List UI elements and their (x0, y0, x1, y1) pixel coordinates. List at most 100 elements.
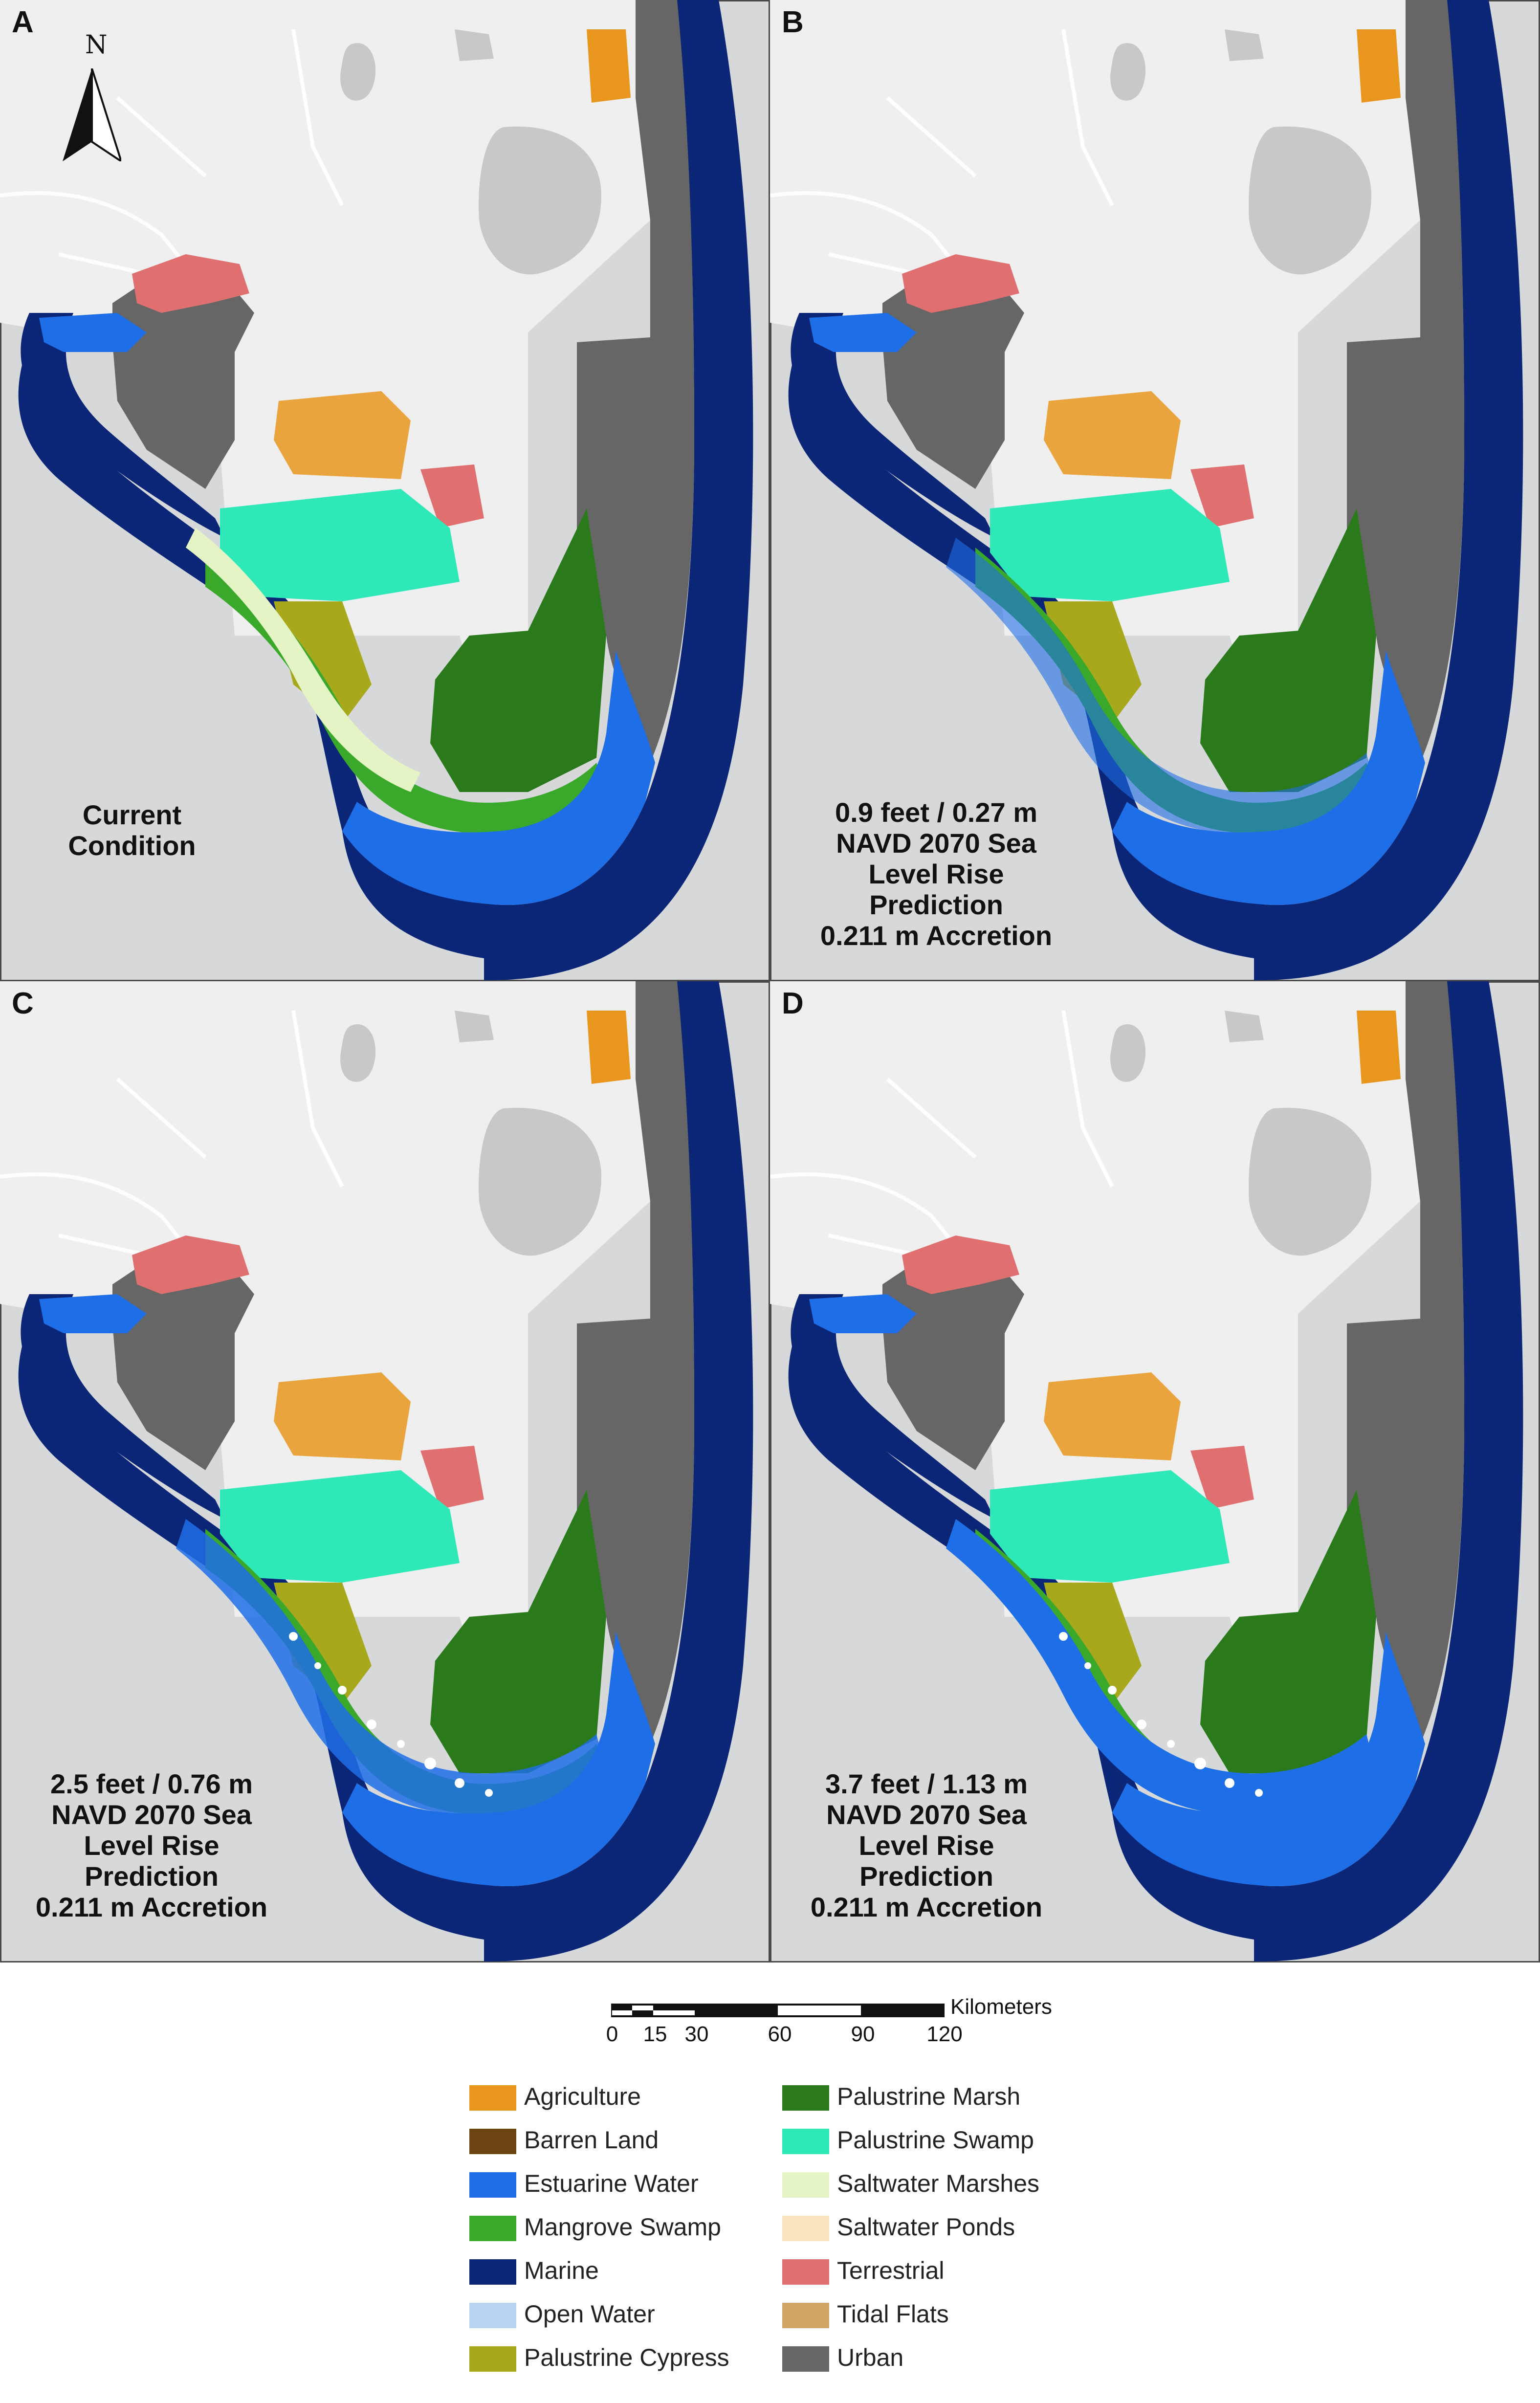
estuarine-water (342, 650, 655, 905)
estuarine-expansion (176, 1519, 606, 1816)
legend-item: Estuarine Water (469, 2162, 772, 2206)
legend-swatch (469, 2129, 516, 2154)
north-arrow: N (58, 30, 126, 162)
palustrine-marsh (1200, 1490, 1376, 1773)
legend-item: Palustrine Marsh (782, 2075, 1085, 2119)
marine-zone (788, 0, 1523, 980)
palustrine-swamp (990, 489, 1230, 601)
scale-tick: 0 (606, 2022, 618, 2046)
caloosahatchee-estuary (809, 1294, 917, 1333)
legend-swatch (469, 2085, 516, 2111)
panel-label: A (12, 5, 34, 39)
panel-label: B (782, 5, 804, 39)
scale-tick: 90 (851, 2022, 875, 2046)
map-panel-a: A Current Condition (0, 0, 770, 981)
legend-item: Agriculture (469, 2075, 772, 2119)
legend: Agriculture Barren Land Estuarine Water Man… (469, 2075, 1105, 2393)
legend-label: Agriculture (524, 2083, 641, 2110)
marine-zone (18, 0, 753, 980)
panel-caption: Current Condition (68, 799, 196, 861)
agriculture-north (1357, 1011, 1401, 1084)
urban-east (577, 0, 694, 763)
palustrine-marsh (430, 1490, 606, 1773)
legend-item: Saltwater Marshes (782, 2162, 1085, 2206)
agriculture-patch (1044, 391, 1181, 479)
scale-tick: 15 (643, 2022, 667, 2046)
lake-okeechobee (1249, 1107, 1371, 1256)
legend-item: Palustrine Swamp (782, 2119, 1085, 2162)
lake-small (340, 1024, 376, 1082)
panel-caption: 2.5 feet / 0.76 m NAVD 2070 Sea Level Ri… (35, 1768, 268, 1922)
estuarine-expansion (946, 1519, 1376, 1816)
terrestrial-patch (902, 254, 1019, 313)
marine-west (791, 1294, 995, 1519)
legend-swatch (469, 2216, 516, 2241)
palustrine-swamp (990, 1470, 1230, 1583)
open-water-speckles (289, 1632, 493, 1797)
agriculture-north (587, 1011, 631, 1084)
legend-swatch (782, 2216, 829, 2241)
legend-label: Palustrine Swamp (837, 2126, 1034, 2154)
scale-bar-graphic (611, 2004, 945, 2017)
legend-label: Palustrine Marsh (837, 2083, 1021, 2110)
map-panel-c: C 2.5 feet / 0.76 m NAVD 2070 Sea Level … (0, 981, 770, 1962)
terrestrial-patch-2 (420, 1446, 484, 1509)
map-svg (770, 0, 1523, 980)
map-svg (0, 981, 753, 1962)
terrestrial-patch-2 (1190, 1446, 1254, 1509)
legend-swatch (782, 2303, 829, 2328)
caloosahatchee-estuary (809, 313, 917, 352)
legend-swatch (782, 2129, 829, 2154)
map-svg (0, 0, 753, 980)
marine-zone (788, 981, 1523, 1962)
map-panel-d: D 3.7 feet / 1.13 m NAVD 2070 Sea Level … (770, 981, 1540, 1962)
terrestrial-patch (902, 1235, 1019, 1294)
urban-east (1347, 981, 1464, 1744)
urban-west (882, 274, 1024, 489)
lake-small-2 (1225, 1011, 1264, 1042)
urban-east (1347, 0, 1464, 763)
legend-item: Urban (782, 2337, 1085, 2380)
urban-west (112, 274, 254, 489)
legend-label: Palustrine Cypress (524, 2344, 729, 2371)
legend-label: Saltwater Marshes (837, 2170, 1040, 2197)
legend-swatch (782, 2172, 829, 2198)
marine-west (21, 313, 225, 538)
agriculture-patch (274, 391, 411, 479)
agriculture-patch (1044, 1372, 1181, 1460)
marine-west (21, 1294, 225, 1519)
estuarine-expansion (946, 538, 1376, 835)
legend-label: Barren Land (524, 2126, 659, 2154)
legend-item: Barren Land (469, 2119, 772, 2162)
scale-unit: Kilometers (950, 1995, 1052, 2019)
marine-west (791, 313, 995, 538)
legend-item: Palustrine Cypress (469, 2337, 772, 2380)
legend-item: Tidal Flats (782, 2293, 1085, 2337)
panel-label: C (12, 987, 34, 1020)
panel-label: D (782, 987, 804, 1020)
panel-caption: 0.9 feet / 0.27 m NAVD 2070 Sea Level Ri… (820, 797, 1053, 951)
legend-label: Terrestrial (837, 2257, 945, 2284)
terrestrial-patch (132, 1235, 249, 1294)
lake-small (340, 43, 376, 101)
lake-small (1110, 1024, 1146, 1082)
palustrine-cypress (1044, 1583, 1142, 1705)
marine-zone (18, 981, 753, 1962)
scale-bar: Kilometers 0 15 30 60 90 120 (601, 1995, 1071, 2053)
lake-okeechobee (1249, 126, 1371, 275)
legend-label: Saltwater Ponds (837, 2213, 1015, 2241)
agriculture-patch (274, 1372, 411, 1460)
legend-swatch (469, 2259, 516, 2285)
map-panel-b: B 0.9 feet / 0.27 m NAVD 2070 Sea Level … (770, 0, 1540, 981)
lake-small (1110, 43, 1146, 101)
north-arrow-icon (63, 68, 121, 161)
palustrine-swamp (220, 489, 460, 601)
legend-swatch (782, 2346, 829, 2372)
urban-west (882, 1255, 1024, 1470)
palustrine-marsh (1200, 508, 1376, 792)
legend-label: Mangrove Swamp (524, 2213, 721, 2241)
legend-label: Marine (524, 2257, 599, 2284)
agriculture-north (1357, 29, 1401, 103)
legend-item: Marine (469, 2249, 772, 2293)
north-letter: N (85, 30, 108, 60)
